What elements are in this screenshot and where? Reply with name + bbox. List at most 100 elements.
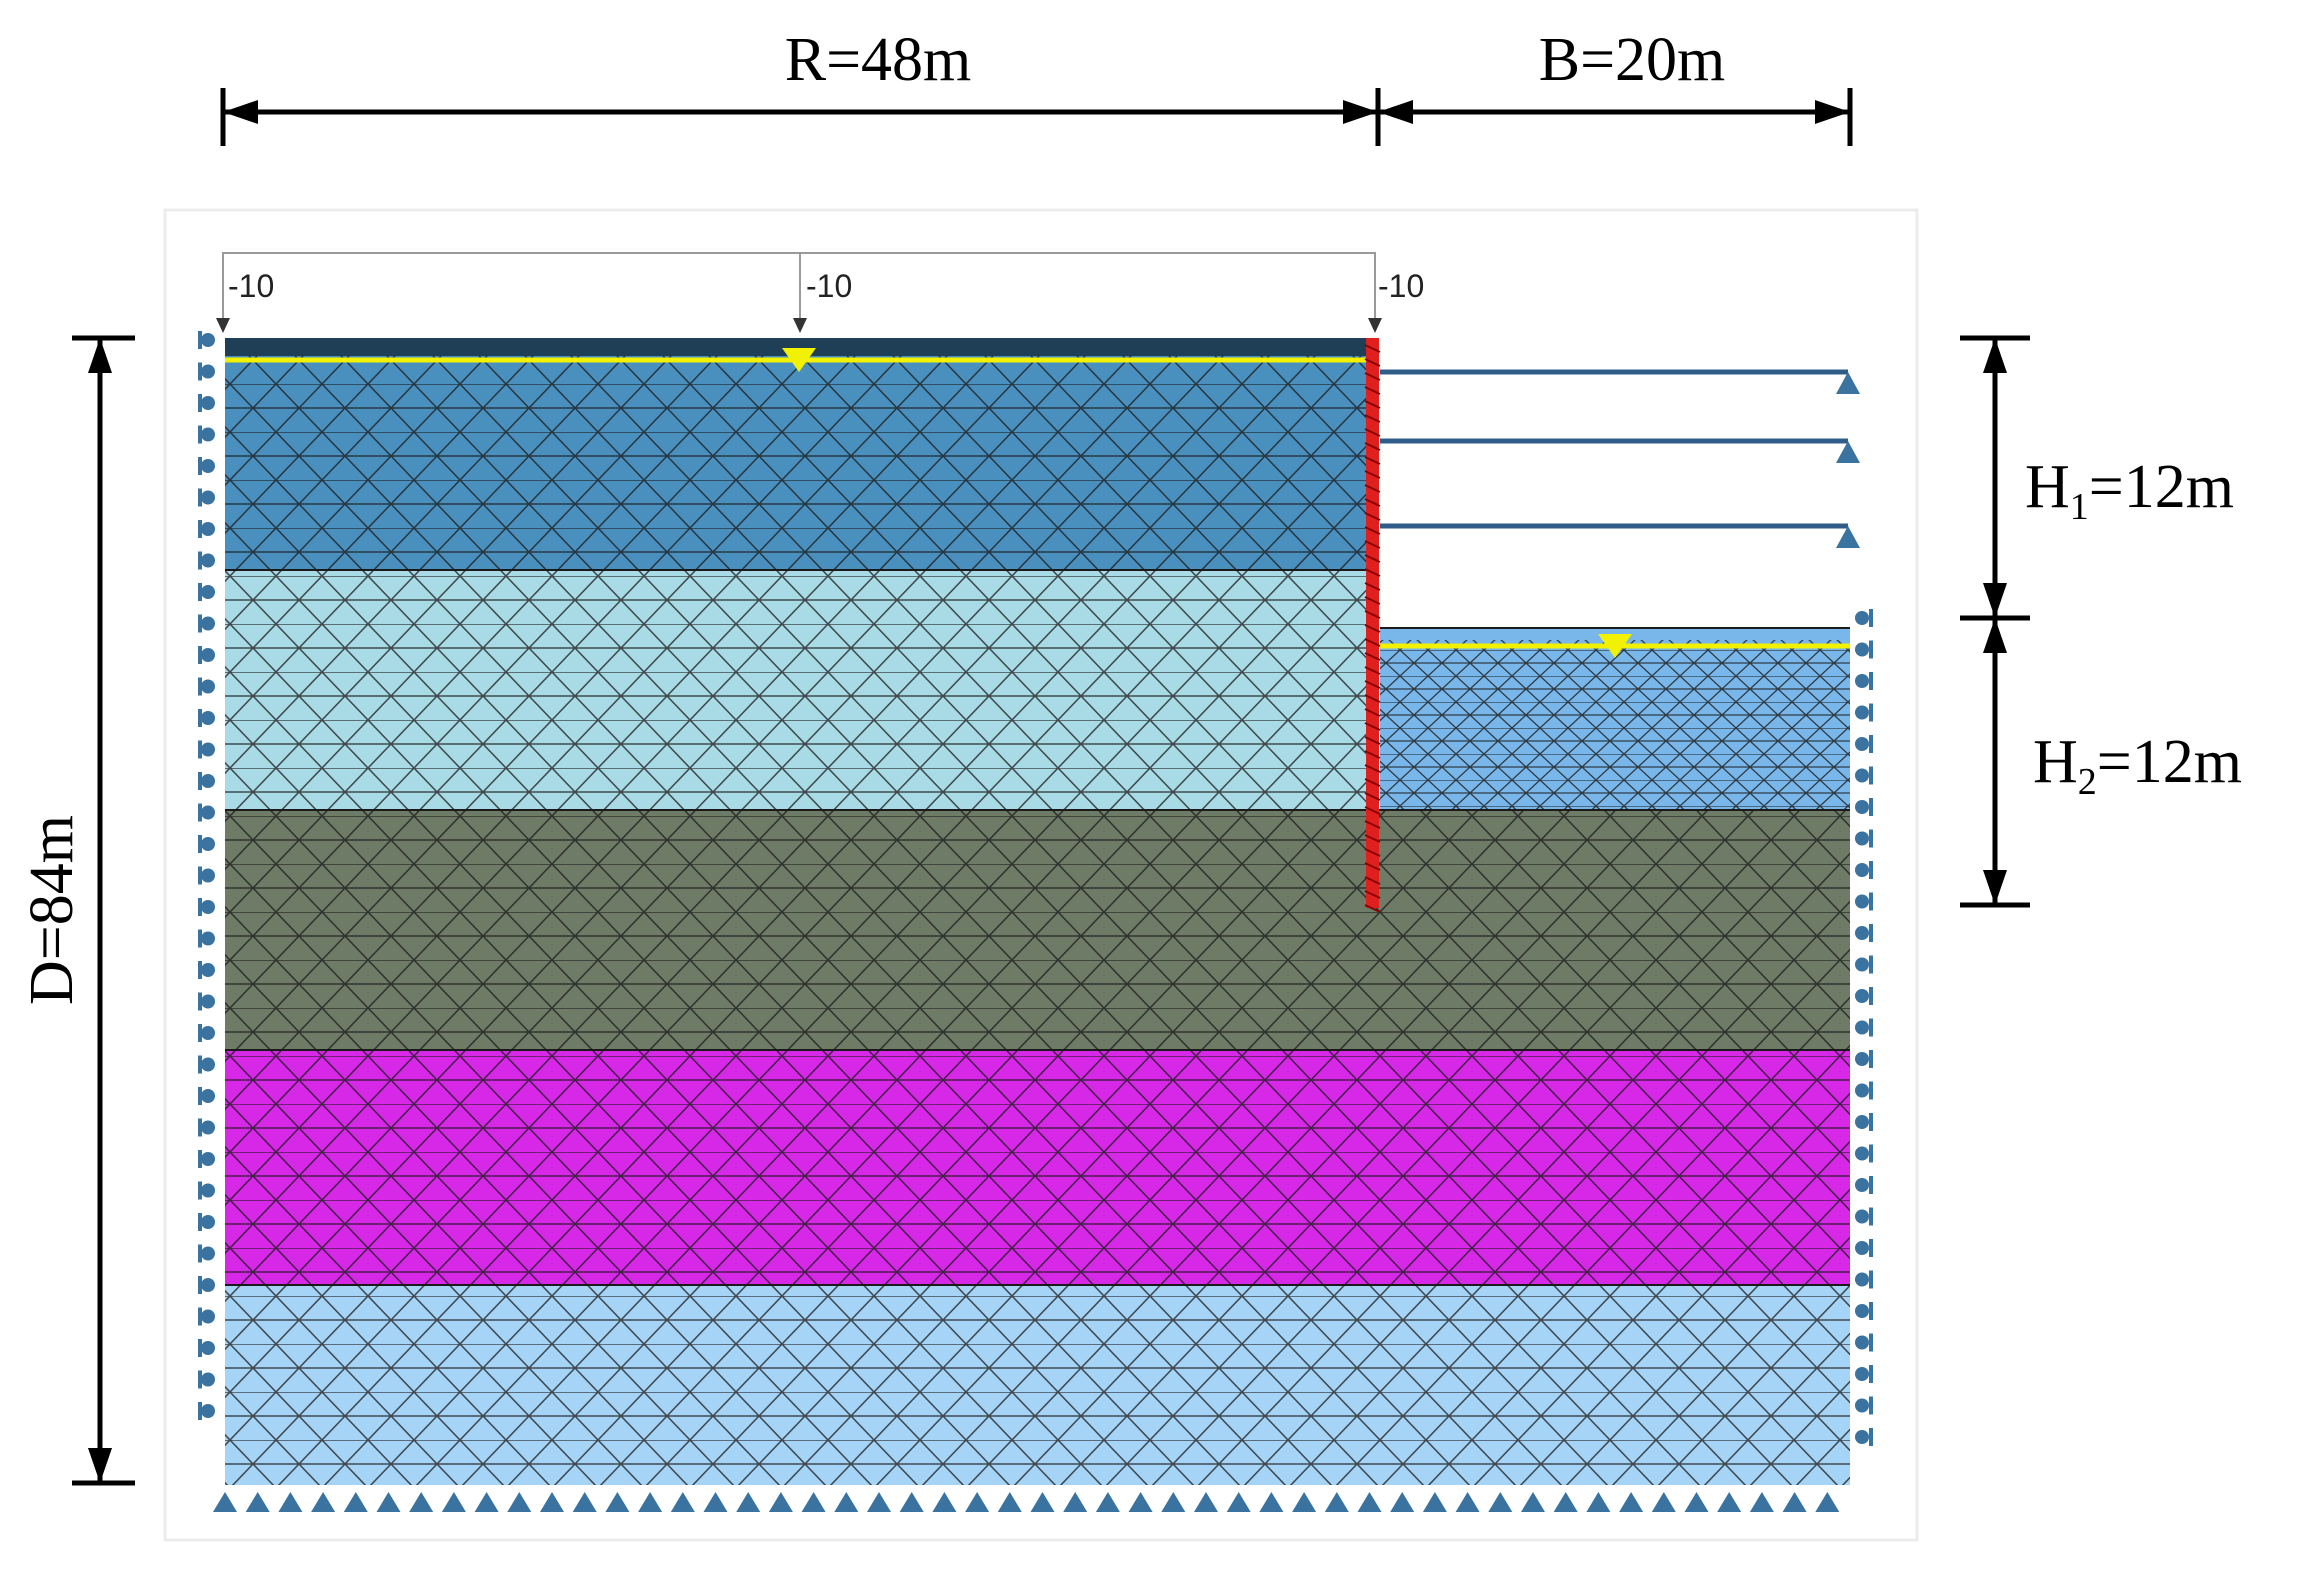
roller-support-icon [201, 774, 215, 788]
struts [1380, 369, 1860, 548]
roller-support-icon [1855, 1398, 1869, 1413]
surface-load: -10 -10 -10 [216, 252, 1424, 333]
pin-support-icon [965, 1492, 990, 1512]
wall-node [1364, 890, 1381, 899]
pin-support-icon [1063, 1492, 1088, 1512]
wall-node [1364, 680, 1381, 689]
dimension-d: D=84m [18, 335, 135, 1486]
pin-support-icon [1030, 1492, 1055, 1512]
pin-support-icon [703, 1492, 728, 1512]
pin-support-icon [245, 1492, 270, 1512]
pin-support-icon [768, 1492, 793, 1512]
water-table-marker-left [782, 348, 816, 372]
wall-node [1364, 666, 1381, 675]
roller-support-icon [1855, 989, 1869, 1003]
roller-support-icon [1855, 1083, 1869, 1098]
pin-support-icon [1521, 1492, 1545, 1512]
wall-node [1364, 820, 1381, 829]
roller-support-icon [201, 427, 215, 442]
pin-support-icon [474, 1492, 499, 1512]
roller-support-icon [1855, 831, 1869, 846]
pin-support-icon [409, 1492, 434, 1512]
wall-node [1364, 554, 1381, 563]
roller-support-icon [201, 711, 215, 725]
pin-support-icon [801, 1492, 826, 1512]
pin-support-icon [1717, 1492, 1742, 1512]
pin-support-icon [278, 1492, 303, 1512]
pin-support-icon [213, 1492, 237, 1512]
load-label-3: -10 [1378, 268, 1424, 304]
dimension-r: R=48m [220, 26, 1381, 146]
roller-support-icon [1855, 1367, 1869, 1381]
pin-support-icon [1488, 1492, 1513, 1512]
strut-support-icon [1836, 372, 1860, 394]
wall-node [1364, 540, 1381, 549]
roller-support-icon [201, 805, 215, 820]
mesh-lower [225, 810, 1850, 1485]
roller-support-icon [201, 1057, 215, 1072]
pin-support-icon [1390, 1492, 1415, 1512]
roller-support-icon [1855, 1020, 1869, 1035]
roller-support-icon [201, 931, 215, 946]
roller-support-icon [201, 742, 215, 757]
dimension-label-h1: H1=12m [2025, 453, 2234, 528]
roller-support-icon [201, 1089, 215, 1103]
pin-support-icon [1292, 1492, 1317, 1512]
roller-support-icon [201, 1309, 215, 1324]
pin-support-icon [997, 1492, 1022, 1512]
wall-node [1364, 582, 1381, 591]
layer-boundaries [225, 569, 1850, 1286]
wall-node [1364, 806, 1381, 815]
wall-node [1364, 414, 1381, 423]
wall-node [1364, 386, 1381, 395]
roller-support-icon [1855, 642, 1869, 657]
wall-node [1364, 470, 1381, 479]
roller-support-icon [1855, 611, 1869, 625]
wall-node [1364, 904, 1381, 913]
pin-support-icon [1586, 1492, 1611, 1512]
wall-node [1364, 652, 1381, 661]
wall-node [1364, 596, 1381, 605]
roller-support-icon [1855, 1430, 1869, 1444]
roller-support-icon [1855, 800, 1869, 814]
finite-element-mesh [225, 356, 1850, 1485]
roller-support-icon [201, 963, 215, 977]
roller-support-icon [201, 364, 215, 379]
roller-support-icon [1855, 1146, 1869, 1161]
pin-support-icon [1422, 1492, 1447, 1512]
roller-support-icon [1855, 863, 1869, 877]
dimension-label-h2: H2=12m [2033, 728, 2242, 803]
pin-support-icon [1749, 1492, 1774, 1512]
wall-node [1364, 428, 1381, 437]
pin-support-icon [1194, 1492, 1218, 1512]
wall-node [1364, 456, 1381, 465]
bottom-boundary-supports [213, 1492, 1840, 1512]
roller-support-icon [201, 459, 215, 473]
roller-support-icon [201, 1120, 215, 1135]
roller-support-icon [201, 868, 215, 883]
wall-node [1364, 372, 1381, 381]
wall-node [1364, 512, 1381, 521]
pin-support-icon [1161, 1492, 1186, 1512]
pin-support-icon [1455, 1492, 1480, 1512]
pin-support-icon [343, 1492, 368, 1512]
wall-node [1364, 400, 1381, 409]
wall-node [1364, 498, 1381, 507]
pin-support-icon [1619, 1492, 1644, 1512]
roller-support-icon [1855, 1304, 1869, 1318]
pin-support-icon [1095, 1492, 1120, 1512]
roller-support-icon [201, 585, 215, 599]
roller-support-icon [1855, 1115, 1869, 1129]
roller-support-icon [201, 553, 215, 568]
wall-node [1364, 750, 1381, 759]
pin-support-icon [1324, 1492, 1349, 1512]
roller-support-icon [201, 1278, 215, 1292]
wall-node [1364, 694, 1381, 703]
roller-support-icon [201, 333, 215, 347]
strut-support-icon [1836, 526, 1860, 548]
pin-support-icon [867, 1492, 891, 1512]
wall-node [1364, 708, 1381, 717]
roller-support-icon [201, 1404, 215, 1418]
wall-node [1364, 484, 1381, 493]
wall-node [1364, 778, 1381, 787]
